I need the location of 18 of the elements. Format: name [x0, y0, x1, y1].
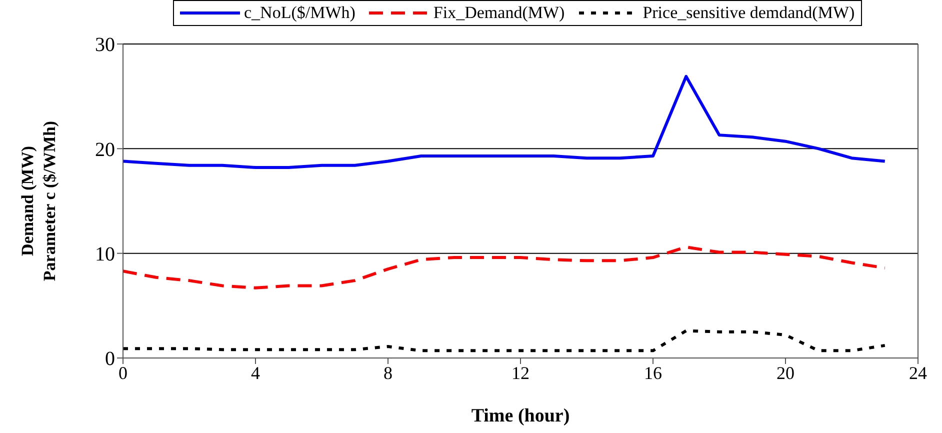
y-tick-label: 10	[95, 243, 115, 266]
legend-label: Price_sensitive demdand(MW)	[642, 3, 855, 23]
x-axis-title: Time (hour)	[471, 405, 570, 426]
x-tick-label: 24	[909, 362, 927, 383]
legend-label: Fix_Demand(MW)	[432, 3, 565, 23]
legend-label: c_NoL($/MWh)	[243, 3, 356, 23]
line-series	[123, 329, 886, 352]
y-tick-label: 20	[95, 138, 115, 161]
x-tick-label: 0	[118, 362, 128, 383]
line-series	[123, 246, 886, 290]
y-tick-label: 30	[95, 34, 115, 56]
line-series	[123, 74, 886, 170]
x-tick-label: 8	[384, 362, 392, 383]
y-axis-title: Demand (MW) Parameter c ($/WMh)	[18, 120, 59, 282]
x-tick-label: 16	[644, 362, 662, 383]
x-tick-label: 20	[776, 362, 794, 383]
x-tick-label: 4	[251, 362, 260, 383]
x-tick-label: 12	[512, 362, 530, 383]
